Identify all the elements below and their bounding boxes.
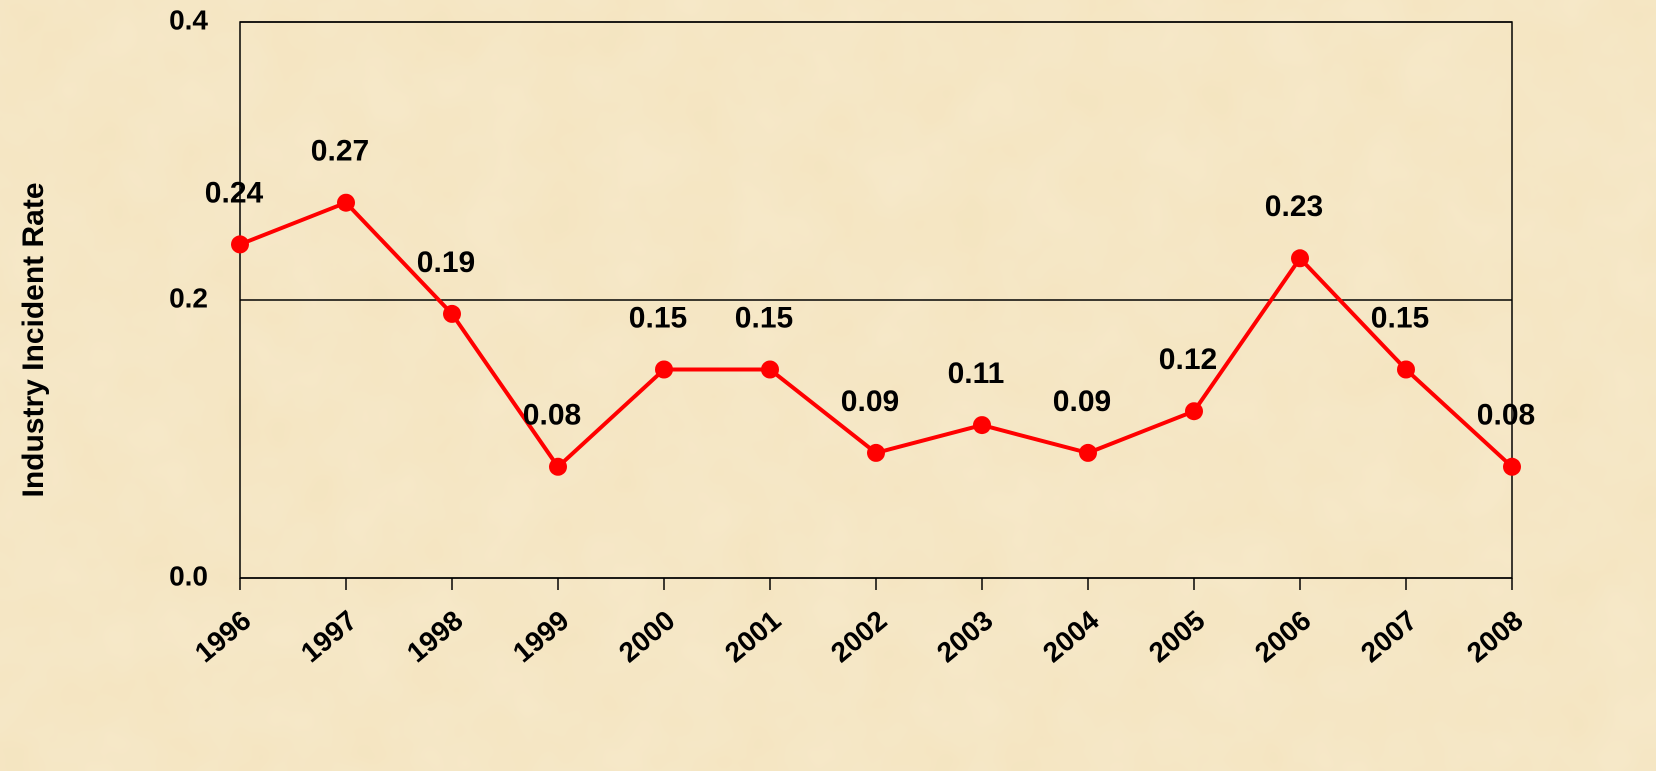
data-label: 0.23 <box>1265 190 1323 223</box>
data-label: 0.27 <box>311 135 369 168</box>
y-tick-label: 0.0 <box>169 560 208 591</box>
marker <box>549 457 567 476</box>
data-label: 0.12 <box>1159 343 1217 376</box>
data-label: 0.09 <box>841 385 899 418</box>
data-label: 0.11 <box>948 357 1005 390</box>
data-label: 0.19 <box>417 246 475 279</box>
marker <box>655 360 673 379</box>
y-tick-label: 0.2 <box>169 282 208 313</box>
marker <box>443 304 461 323</box>
data-label: 0.15 <box>1371 301 1429 334</box>
data-label: 0.09 <box>1053 385 1111 418</box>
marker <box>1185 402 1203 421</box>
marker <box>761 360 779 379</box>
y-tick-label: 0.4 <box>169 4 208 35</box>
data-label: 0.24 <box>205 176 264 209</box>
marker <box>1079 443 1097 462</box>
data-label: 0.08 <box>523 399 581 432</box>
marker <box>973 416 991 435</box>
marker <box>1397 360 1415 379</box>
data-label: 0.15 <box>735 301 793 334</box>
marker <box>231 235 249 254</box>
data-label: 0.08 <box>1477 399 1535 432</box>
data-label: 0.15 <box>629 301 687 334</box>
y-axis-label: Industry Incident Rate <box>17 182 50 497</box>
marker <box>337 193 355 212</box>
marker <box>1291 249 1309 268</box>
marker <box>867 443 885 462</box>
marker <box>1503 457 1521 476</box>
